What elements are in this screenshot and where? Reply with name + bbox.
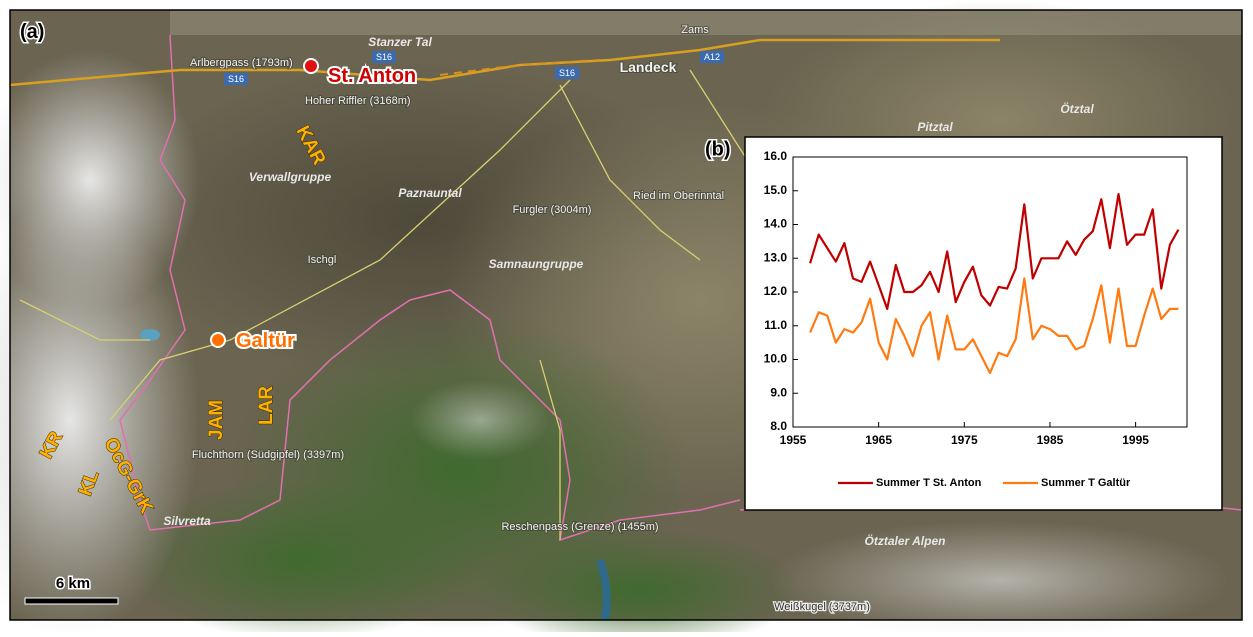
place-label: Arlbergpass (1793m) <box>190 57 293 69</box>
site-marker <box>210 332 226 348</box>
place-label: Samnaungruppe <box>489 257 584 271</box>
road-labels: S16 S16 S16 A12 <box>224 51 724 85</box>
place-label: Hoher Riffler (3168m) <box>305 95 411 107</box>
y-tick-label: 10.0 <box>764 352 788 366</box>
line <box>809 277 1179 375</box>
site-label: St. Anton <box>328 65 416 87</box>
panel-label: (b) <box>705 138 731 160</box>
place-label: Weißkugel (3737m) <box>774 601 870 613</box>
legend-label: Summer T Galtür <box>1041 477 1131 489</box>
x-tick-label: 1955 <box>780 433 807 447</box>
scale-bar <box>24 597 119 605</box>
place-label: Fluchthorn (Südgipfel) (3397m) <box>192 449 344 461</box>
x-tick-label: 1965 <box>865 433 892 447</box>
y-tick-label: 13.0 <box>764 250 788 264</box>
range-label: JAM <box>206 400 227 440</box>
site-label: Galtür <box>236 330 295 352</box>
place-label: Reschenpass (Grenze) (1455m) <box>501 521 658 533</box>
place-label: Paznauntal <box>398 186 462 200</box>
place-label: Furgler (3004m) <box>513 204 592 216</box>
place-label: Ried im Oberinntal <box>633 190 724 202</box>
y-tick-label: 12.0 <box>764 284 788 298</box>
road-label: S16 <box>228 74 244 84</box>
place-label: Ötztaler Alpen <box>865 533 946 548</box>
legend-label: Summer T St. Anton <box>876 477 982 489</box>
road-label: S16 <box>376 52 392 62</box>
place-label: Zams <box>681 24 709 36</box>
x-tick-label: 1975 <box>951 433 978 447</box>
y-tick-label: 15.0 <box>764 183 788 197</box>
place-label: Ötztal <box>1060 101 1094 116</box>
road-label: S16 <box>559 68 575 78</box>
range-label: LAR <box>256 386 277 425</box>
scale-label: 6 km <box>56 575 90 592</box>
x-tick-label: 1995 <box>1122 433 1149 447</box>
inset-chart: (b) 8.0 9.0 10.0 11.0 12.0 13.0 14.0 15.0 16.0 19… <box>704 136 1223 511</box>
y-tick-label: 11.0 <box>764 318 787 332</box>
x-tick-label: 1985 <box>1037 433 1064 447</box>
road-label: A12 <box>704 52 720 62</box>
y-tick-label: 16.0 <box>764 149 788 163</box>
y-tick-label: 8.0 <box>770 419 787 433</box>
panel-label: (a) <box>20 21 44 43</box>
road <box>9 38 1000 87</box>
place-label: Silvretta <box>163 514 211 528</box>
place-label: Ischgl <box>308 254 337 266</box>
place-label: Verwallgruppe <box>249 170 332 184</box>
place-label: Pitztal <box>917 120 953 134</box>
chart-frame <box>744 136 1223 511</box>
line <box>809 193 1180 310</box>
y-tick-label: 9.0 <box>770 385 787 399</box>
y-tick-label: 14.0 <box>764 217 788 231</box>
site-marker <box>303 58 319 74</box>
place-label: Landeck <box>620 59 677 75</box>
border <box>119 34 741 542</box>
place-label: Stanzer Tal <box>368 35 432 49</box>
